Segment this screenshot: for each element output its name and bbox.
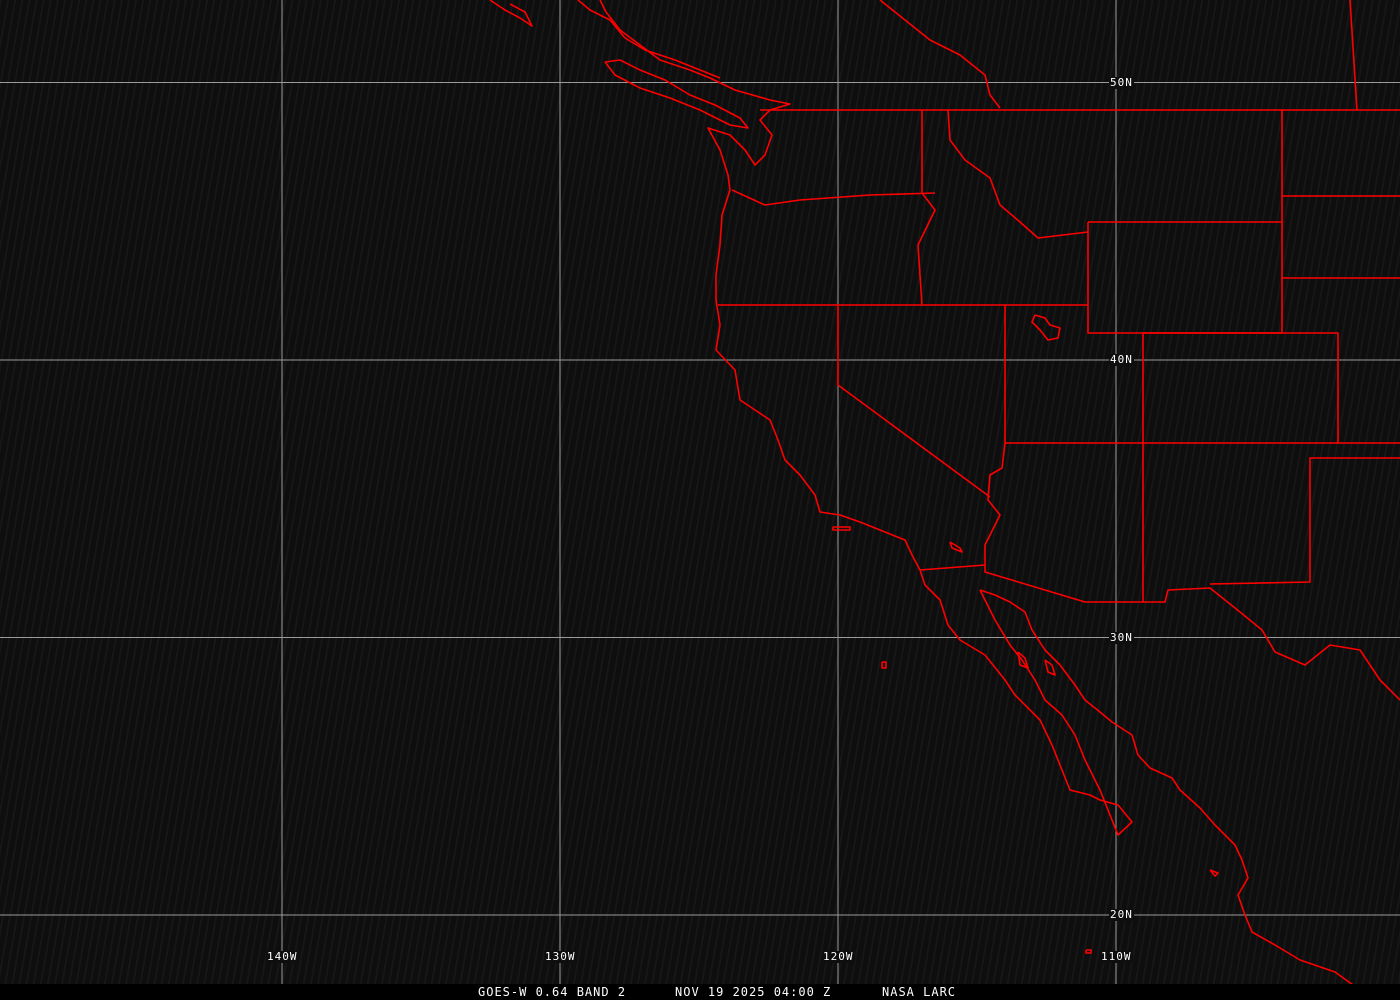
latitude-label: 30N: [1109, 630, 1134, 644]
salton-sea: [949, 541, 963, 553]
caption-source: NASA LARC: [882, 985, 957, 999]
island-tres-marias: [1209, 869, 1219, 877]
coastline-mexico-mainland: [979, 589, 1361, 991]
island-gulf: [1044, 659, 1056, 676]
alberta-saskatchewan-line: [1349, 0, 1358, 111]
nm-tx-border: [1209, 457, 1400, 585]
caption-satellite: GOES-W 0.64 BAND 2: [478, 985, 627, 999]
longitude-label: 140W: [266, 950, 299, 963]
channel-islands: [832, 526, 851, 531]
latitude-label: 50N: [1109, 75, 1134, 89]
nevada-east-border: [984, 305, 1006, 565]
wa-or-border: [731, 189, 936, 206]
great-salt-lake: [1031, 314, 1061, 341]
coastline-west: [599, 0, 1133, 836]
canada-bc-alberta-line: [879, 0, 1001, 109]
island-socorro: [1085, 949, 1092, 954]
ca-nv-border: [837, 305, 991, 498]
latitude-label: 20N: [1109, 908, 1134, 921]
image-caption: GOES-W 0.64 BAND 2 NOV 19 2025 04:00 Z N…: [0, 984, 1400, 1000]
bc-interior-coast: [577, 0, 721, 79]
us-mexico-border: [919, 564, 1400, 701]
latitude-label: 40N: [1109, 353, 1134, 366]
idaho-montana-border: [947, 109, 1089, 239]
longitude-label: 120W: [822, 950, 855, 963]
colorado-box: [1143, 332, 1400, 444]
longitude-label: 130W: [544, 950, 577, 963]
longitude-label: 110W: [1100, 950, 1133, 963]
coastline-vancouver-island: [604, 59, 749, 129]
island-guadalupe: [881, 661, 887, 669]
idaho-west-border: [917, 110, 936, 306]
coastline-bc: [489, 0, 533, 27]
wyoming-box: [1087, 221, 1283, 334]
tiburon-island: [1017, 651, 1029, 669]
caption-datetime: NOV 19 2025 04:00 Z: [675, 985, 832, 999]
